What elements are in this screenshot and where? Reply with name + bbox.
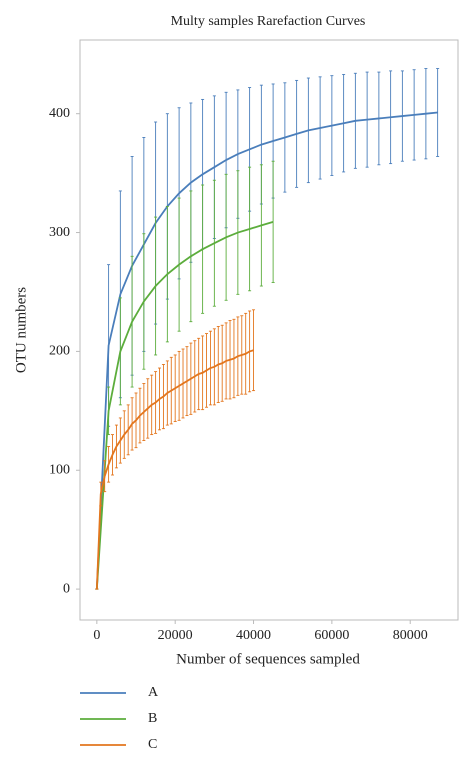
y-tick-label: 200 <box>49 344 70 359</box>
legend-label: B <box>148 711 157 726</box>
legend-label: C <box>148 737 157 752</box>
series-line <box>95 349 254 590</box>
error-bar <box>252 309 256 392</box>
y-tick-label: 0 <box>63 581 70 596</box>
x-tick-label: 60000 <box>314 628 349 643</box>
x-tick-label: 0 <box>93 628 100 643</box>
y-tick-label: 400 <box>49 106 70 121</box>
series-line <box>95 220 274 590</box>
y-tick-label: 100 <box>49 462 70 477</box>
y-axis-label: OTU numbers <box>13 287 29 373</box>
x-tick-label: 20000 <box>158 628 193 643</box>
chart-title: Multy samples Rarefaction Curves <box>171 14 366 29</box>
y-tick-label: 300 <box>49 225 70 240</box>
plot-frame <box>79 39 459 621</box>
legend-label: A <box>148 685 159 700</box>
x-tick-label: 40000 <box>236 628 271 643</box>
series-line <box>95 111 438 590</box>
x-tick-label: 80000 <box>393 628 428 643</box>
x-axis-label: Number of sequences sampled <box>176 651 360 667</box>
